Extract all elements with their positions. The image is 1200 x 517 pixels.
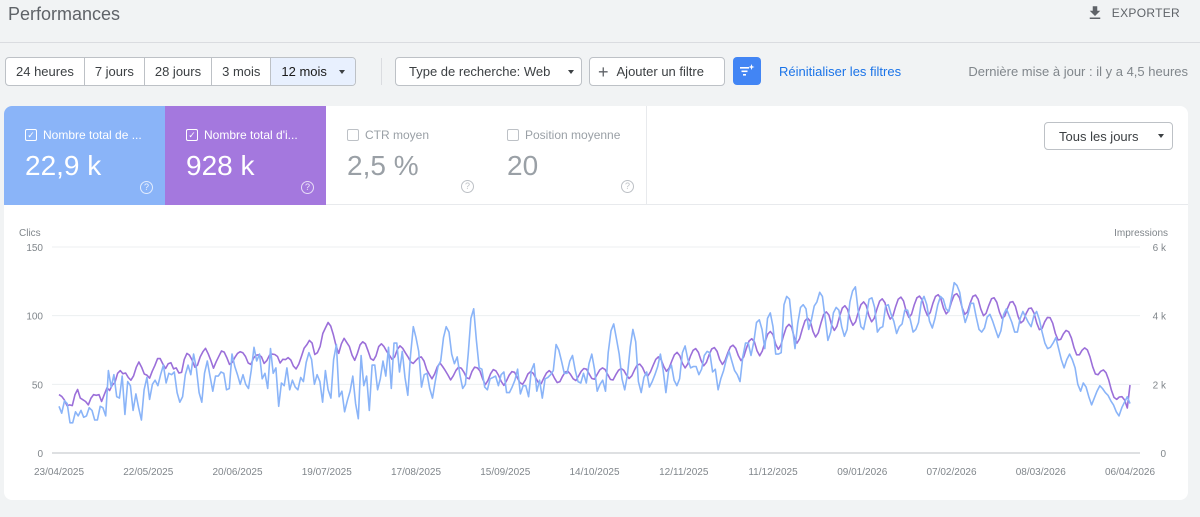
- x-tick-label: 22/05/2025: [123, 467, 173, 478]
- checkbox-checked-icon[interactable]: ✓: [186, 129, 198, 141]
- dropdown-caret-icon: [568, 69, 575, 74]
- help-icon[interactable]: ?: [301, 181, 314, 194]
- filter-sparkle-button[interactable]: [733, 57, 761, 85]
- x-tick-label: 20/06/2025: [212, 467, 262, 478]
- right-tick-label: 0: [1160, 449, 1166, 460]
- left-tick-label: 50: [32, 380, 44, 391]
- reset-filters-link[interactable]: Réinitialiser les filtres: [779, 64, 902, 79]
- range-12m-button[interactable]: 12 mois: [271, 58, 355, 85]
- dropdown-caret-icon: [338, 69, 345, 74]
- days-filter-label: Tous les jours: [1059, 128, 1139, 144]
- metric-card-clicks[interactable]: ✓ Nombre total de ... 22,9 k ?: [4, 106, 165, 205]
- metric-label-row: CTR moyen: [347, 128, 429, 142]
- filter-sparkle-icon: [740, 64, 755, 76]
- x-tick-label: 07/02/2026: [926, 467, 976, 478]
- left-tick-label: 0: [37, 449, 43, 460]
- left-axis-label: Clics: [19, 228, 41, 239]
- x-tick-label: 11/12/2025: [748, 467, 798, 478]
- x-tick-label: 19/07/2025: [302, 467, 352, 478]
- date-range-group: 24 heures 7 jours 28 jours 3 mois 12 moi…: [5, 57, 356, 86]
- right-tick-label: 2 k: [1153, 380, 1167, 391]
- range-24h-button[interactable]: 24 heures: [6, 58, 85, 85]
- add-filter-label: Ajouter un filtre: [616, 64, 704, 79]
- checkbox-unchecked-icon[interactable]: [507, 129, 519, 141]
- x-tick-label: 23/04/2025: [34, 467, 84, 478]
- checkbox-checked-icon[interactable]: ✓: [25, 129, 37, 141]
- metric-value: 22,9 k: [25, 150, 102, 181]
- dropdown-caret-icon: [1158, 134, 1165, 138]
- metric-value: 20: [507, 150, 539, 181]
- export-label: EXPORTER: [1111, 6, 1180, 20]
- search-type-label: Type de recherche: Web: [409, 64, 551, 79]
- x-tick-label: 15/09/2025: [480, 467, 530, 478]
- x-tick-label: 06/04/2026: [1105, 467, 1155, 478]
- x-tick-label: 09/01/2026: [837, 467, 887, 478]
- x-tick-label: 08/03/2026: [1016, 467, 1066, 478]
- performance-chart: Clics Impressions 150 6 k 100 4 k 50 2 k 0 0 23/04…: [19, 228, 1168, 478]
- metric-label: CTR moyen: [365, 128, 430, 142]
- help-icon[interactable]: ?: [621, 180, 634, 193]
- metric-card-ctr[interactable]: CTR moyen 2,5 % ?: [326, 106, 487, 205]
- checkbox-unchecked-icon[interactable]: [347, 129, 359, 141]
- right-axis-label: Impressions: [1114, 228, 1168, 239]
- metric-label-row: Position moyenne: [507, 128, 620, 142]
- download-icon: [1089, 6, 1101, 19]
- page-header: Performances EXPORTER: [0, 0, 1200, 43]
- add-filter-button[interactable]: + Ajouter un filtre: [589, 57, 725, 86]
- range-3m-button[interactable]: 3 mois: [212, 58, 272, 85]
- range-7d-button[interactable]: 7 jours: [85, 58, 145, 85]
- range-12m-label: 12 mois: [281, 64, 327, 79]
- left-tick-label: 150: [26, 243, 43, 254]
- days-filter-dropdown[interactable]: Tous les jours: [1044, 122, 1173, 150]
- metric-label: Nombre total de ...: [43, 128, 142, 142]
- metric-value: 928 k: [186, 150, 255, 181]
- help-icon[interactable]: ?: [461, 180, 474, 193]
- metric-card-position[interactable]: Position moyenne 20 ?: [486, 106, 647, 205]
- metric-label: Nombre total d'i...: [204, 128, 298, 142]
- metric-label-row: ✓ Nombre total d'i...: [186, 128, 298, 142]
- metric-label-row: ✓ Nombre total de ...: [25, 128, 142, 142]
- right-tick-label: 6 k: [1153, 243, 1167, 254]
- left-tick-label: 100: [26, 312, 43, 323]
- series-line-clics: [58, 281, 1131, 424]
- x-tick-label: 12/11/2025: [659, 467, 709, 478]
- metric-value: 2,5 %: [347, 150, 419, 181]
- search-type-dropdown[interactable]: Type de recherche: Web: [395, 57, 582, 86]
- divider: [647, 204, 1188, 205]
- divider: [381, 58, 382, 85]
- range-28d-button[interactable]: 28 jours: [145, 58, 213, 85]
- x-tick-label: 14/10/2025: [569, 467, 619, 478]
- x-tick-label: 17/08/2025: [391, 467, 441, 478]
- help-icon[interactable]: ?: [140, 181, 153, 194]
- export-button[interactable]: EXPORTER: [1086, 4, 1180, 22]
- metric-card-impressions[interactable]: ✓ Nombre total d'i... 928 k ?: [165, 106, 326, 205]
- plus-icon: +: [598, 61, 609, 82]
- metric-label: Position moyenne: [525, 128, 621, 142]
- performance-card: ✓ Nombre total de ... 22,9 k ? ✓ Nombre …: [4, 106, 1188, 500]
- last-update-text: Dernière mise à jour : il y a 4,5 heures: [968, 64, 1188, 79]
- right-tick-label: 4 k: [1153, 312, 1167, 323]
- page-title: Performances: [8, 4, 121, 24]
- filter-bar: 24 heures 7 jours 28 jours 3 mois 12 moi…: [0, 52, 1200, 92]
